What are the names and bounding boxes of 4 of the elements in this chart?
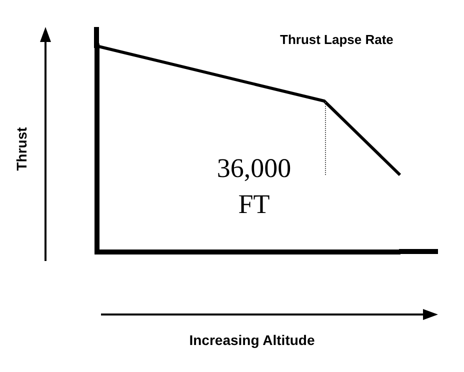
chart-title: Thrust Lapse Rate: [280, 32, 394, 47]
annotation: 36,000 FT: [216, 152, 292, 221]
text: Increasing Altitude: [189, 332, 315, 348]
y-axis-title: Thrust: [13, 126, 30, 171]
